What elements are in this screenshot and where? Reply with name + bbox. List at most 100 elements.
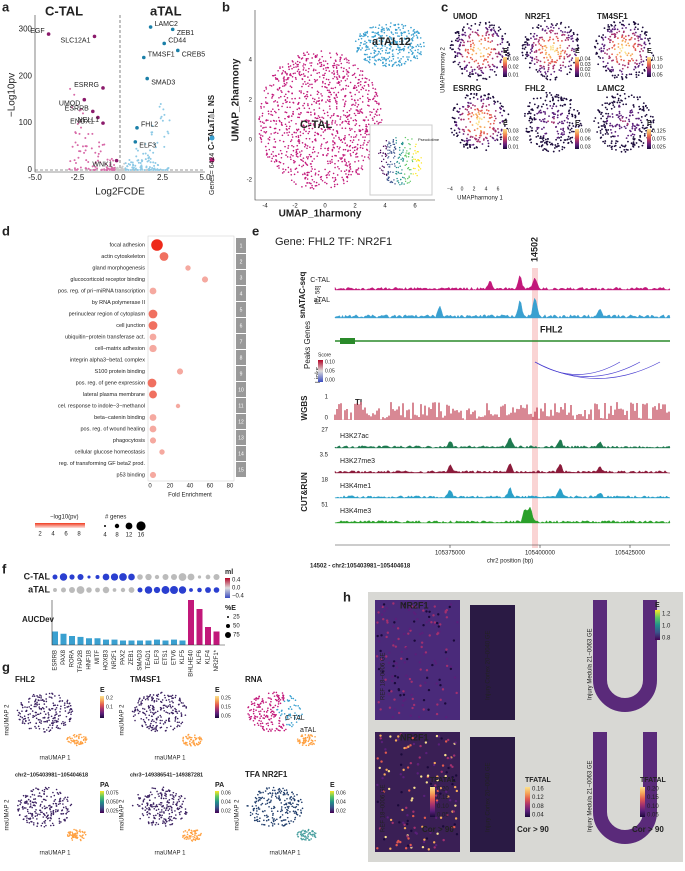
cell-dot	[396, 29, 398, 31]
cell-dot	[307, 164, 309, 166]
cell-dot	[544, 30, 546, 32]
cell-dot	[596, 131, 598, 133]
cell-dot	[387, 164, 388, 165]
cell-dot	[182, 705, 184, 707]
cell-dot	[287, 106, 289, 108]
gene-point	[91, 110, 95, 114]
cell-dot	[378, 153, 379, 154]
cell-dot	[403, 32, 405, 34]
cell-dot	[25, 710, 27, 712]
cell-dot	[365, 46, 367, 48]
cell-dot	[323, 77, 325, 79]
cell-dot	[568, 37, 570, 39]
term: cellular glucose homeostasis	[75, 449, 146, 455]
cell-dot	[254, 704, 256, 706]
cell-dot	[298, 135, 300, 137]
cell-dot	[624, 41, 626, 43]
cell-dot	[285, 102, 287, 104]
cell-dot	[140, 703, 142, 705]
cell-dot	[631, 37, 633, 39]
cell-dot	[148, 707, 150, 709]
cell-dot	[32, 794, 34, 796]
cell-dot	[630, 112, 632, 114]
cell-dot	[367, 119, 369, 121]
cell-dot	[597, 43, 599, 45]
cell-dot	[19, 804, 21, 806]
tf-dot	[162, 574, 168, 580]
cell-dot	[359, 130, 361, 132]
cell-dot	[276, 694, 278, 696]
cell-dot	[536, 61, 538, 63]
cell-dot	[198, 741, 200, 743]
cell-dot	[494, 115, 496, 117]
cell-dot	[334, 76, 336, 78]
cell-dot	[348, 62, 350, 64]
cell-dot	[172, 702, 174, 704]
cell-dot	[327, 149, 329, 151]
cell-dot	[494, 71, 496, 73]
cell-dot	[309, 737, 311, 739]
cell-dot	[385, 148, 386, 149]
term: glucocorticoid receptor binding	[70, 277, 145, 283]
gene-dot	[132, 168, 134, 170]
tf-dot	[205, 587, 211, 593]
cell-dot	[337, 146, 339, 148]
cell-dot	[403, 158, 404, 159]
cell-dot	[640, 61, 642, 63]
cell-dot	[643, 108, 645, 110]
cell-dot	[376, 121, 378, 123]
cell-dot	[475, 60, 477, 62]
cell-dot	[552, 144, 554, 146]
cell-dot	[408, 30, 410, 32]
cell-dot	[397, 180, 398, 181]
cell-dot	[641, 30, 643, 32]
cell-dot	[543, 66, 545, 68]
cell-dot	[300, 155, 302, 157]
cell-dot	[338, 151, 340, 153]
cell-dot	[354, 161, 356, 163]
cell-dot	[391, 60, 393, 62]
cell-dot	[488, 93, 490, 95]
cell-dot	[180, 723, 182, 725]
tf-dot	[170, 586, 178, 594]
cell-dot	[537, 135, 539, 137]
cell-dot	[540, 136, 542, 138]
cell-dot	[317, 63, 319, 65]
cell-dot	[534, 114, 536, 116]
cell-dot	[631, 126, 633, 128]
cell-dot	[157, 716, 159, 718]
cell-dot	[377, 53, 379, 55]
cell-dot	[493, 123, 495, 125]
cell-dot	[184, 705, 186, 707]
cell-dot	[405, 165, 406, 166]
tf-dot	[179, 586, 186, 593]
cell-dot	[345, 57, 347, 59]
cell-dot	[357, 99, 359, 101]
cell-dot	[51, 727, 53, 729]
cell-dot	[403, 149, 404, 150]
cell-dot	[622, 64, 624, 66]
cell-dot	[393, 139, 394, 140]
cell-dot	[549, 79, 551, 81]
cell-dot	[369, 79, 371, 81]
cell-dot	[344, 137, 346, 139]
cell-dot	[458, 33, 460, 35]
cell-dot	[41, 720, 43, 722]
cell-dot	[611, 132, 613, 134]
cell-dot	[295, 149, 297, 151]
cell-dot	[331, 72, 333, 74]
cell-dot	[619, 48, 621, 50]
cell-dot	[67, 796, 69, 798]
cell-dot	[366, 134, 368, 136]
cell-dot	[193, 741, 195, 743]
cell-dot	[310, 170, 312, 172]
cell-dot	[476, 138, 478, 140]
cell-dot	[285, 84, 287, 86]
cell-dot	[313, 109, 315, 111]
cell-dot	[314, 79, 316, 81]
cell-dot	[539, 68, 541, 70]
label: ETS1	[163, 649, 169, 665]
cell-dot	[151, 720, 153, 722]
cell-dot	[543, 68, 545, 70]
label: 27	[321, 428, 328, 434]
